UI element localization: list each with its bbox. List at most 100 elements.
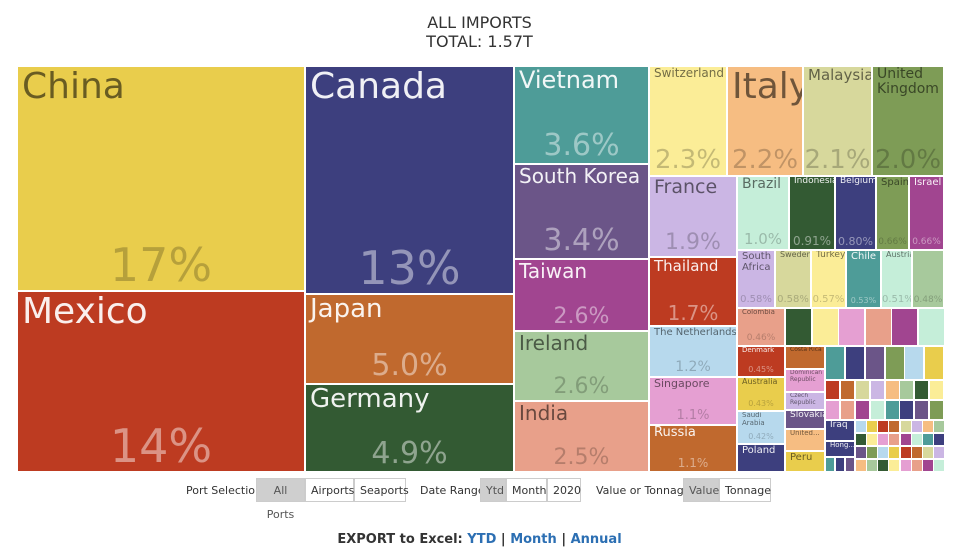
tile-other[interactable] <box>811 308 839 346</box>
tile-brazil[interactable]: Brazil 1.0% <box>737 176 789 250</box>
tile-other[interactable] <box>835 457 845 472</box>
tile-other[interactable] <box>839 400 855 420</box>
tile-other[interactable] <box>891 308 918 346</box>
tile-canada[interactable]: Canada 13% <box>305 66 514 294</box>
tile-other[interactable] <box>917 308 945 346</box>
airports-button[interactable]: Airports <box>305 478 354 502</box>
tile-thailand[interactable]: Thailand 1.7% <box>649 257 737 326</box>
tile-russia[interactable]: Russia 1.1% <box>649 425 737 472</box>
tile-denmark[interactable]: Denmark 0.45% <box>737 346 785 377</box>
tile-other[interactable] <box>854 400 870 420</box>
tile-mexico[interactable]: Mexico 14% <box>17 291 305 472</box>
tile-other[interactable] <box>932 433 945 446</box>
tile-other[interactable] <box>914 380 930 400</box>
tile-taiwan[interactable]: Taiwan 2.6% <box>514 259 649 331</box>
tile-other[interactable] <box>914 400 930 420</box>
tile-dominican-republic[interactable]: Dominican Republic <box>785 369 825 392</box>
tile-south-africa[interactable]: South Africa 0.58% <box>737 250 775 308</box>
tile-switzerland[interactable]: Switzerland 2.3% <box>649 66 727 176</box>
tile-other[interactable] <box>844 346 865 380</box>
tile-label: Vietnam <box>519 66 620 94</box>
tile-other[interactable] <box>932 446 945 459</box>
export-ytd-link[interactable]: YTD <box>467 532 497 547</box>
tile-colombia[interactable]: Colombia 0.46% <box>737 308 785 346</box>
tile-label: Saudi Arabia <box>742 411 765 427</box>
tile-belgium[interactable]: Belgium 0.80% <box>835 176 876 250</box>
tile-other[interactable] <box>785 308 812 346</box>
tile-indonesia[interactable]: Indonesia 0.91% <box>789 176 835 250</box>
tile-spain[interactable]: Spain 0.66% <box>876 176 909 250</box>
seaports-button[interactable]: Seaports <box>354 478 409 502</box>
tile-austria[interactable]: Austria 0.51% <box>881 250 912 308</box>
tile-other[interactable] <box>838 308 865 346</box>
tile-sweden[interactable]: Sweden 0.58% <box>775 250 811 308</box>
export-annual-link[interactable]: Annual <box>570 532 622 547</box>
tile-label: Iraq <box>830 420 848 430</box>
tile-japan[interactable]: Japan 5.0% <box>305 294 514 384</box>
tile-other[interactable] <box>884 380 900 400</box>
port-selection-label: Port Selection <box>186 484 262 497</box>
tile-vietnam[interactable]: Vietnam 3.6% <box>514 66 649 164</box>
tile-other[interactable] <box>825 346 845 380</box>
tile-israel[interactable]: Israel 0.66% <box>909 176 944 250</box>
tonnage-button[interactable]: Tonnage <box>719 478 771 502</box>
tile-poland[interactable]: Poland <box>737 444 785 472</box>
tile-other[interactable] <box>825 400 840 420</box>
tile-percent: 1.1% <box>677 456 709 470</box>
tile-other[interactable] <box>854 380 870 400</box>
export-separator: | <box>561 532 567 547</box>
tile-malaysia[interactable]: Malaysia 2.1% <box>803 66 872 176</box>
year-2020-button[interactable]: 2020 <box>547 478 581 502</box>
tile-saudi-arabia[interactable]: Saudi Arabia 0.42% <box>737 411 785 444</box>
tile-other[interactable] <box>899 400 915 420</box>
tile-other[interactable] <box>884 400 900 420</box>
tile-slovakia[interactable]: Slovakia <box>785 410 825 429</box>
export-bar: EXPORT to Excel: YTD | Month | Annual <box>0 532 959 547</box>
tile-india[interactable]: India 2.5% <box>514 401 649 472</box>
ytd-button[interactable]: Ytd <box>480 478 506 502</box>
tile-turkey[interactable]: Turkey 0.57% <box>811 250 846 308</box>
export-label: EXPORT to Excel: <box>337 532 463 547</box>
tile-ireland[interactable]: Ireland 2.6% <box>514 331 649 401</box>
tile-italy[interactable]: Italy 2.2% <box>727 66 803 176</box>
tile-czech-republic[interactable]: Czech Republic <box>785 392 825 410</box>
tile-other[interactable] <box>904 346 925 380</box>
tile-hong[interactable]: Hong... <box>825 441 855 457</box>
tile-other[interactable] <box>869 380 885 400</box>
tile-other[interactable] <box>899 380 915 400</box>
tile-peru[interactable]: Peru <box>785 451 825 472</box>
tile-other[interactable] <box>929 400 945 420</box>
tile-france[interactable]: France 1.9% <box>649 176 737 257</box>
export-month-link[interactable]: Month <box>510 532 557 547</box>
tile-the-netherlands[interactable]: The Netherlands 1.2% <box>649 326 737 377</box>
tile-other[interactable] <box>929 380 945 400</box>
tile-other[interactable] <box>864 308 892 346</box>
tile-other[interactable] <box>869 400 885 420</box>
month-button[interactable]: Month <box>506 478 547 502</box>
value-button[interactable]: Value <box>683 478 719 502</box>
tile-other[interactable] <box>924 346 945 380</box>
tile-other[interactable] <box>932 420 945 433</box>
tile-singapore[interactable]: Singapore 1.1% <box>649 377 737 425</box>
tile-percent: 1.9% <box>665 230 721 255</box>
tile-label: Russia <box>654 425 696 440</box>
all-ports-button[interactable]: All Ports <box>256 478 305 521</box>
tile-unlabeled-29[interactable]: 0.48% <box>912 250 944 308</box>
tile-other[interactable] <box>825 457 835 472</box>
tile-other[interactable] <box>884 346 905 380</box>
tile-other[interactable] <box>932 459 945 472</box>
tile-united-kingdom[interactable]: United Kingdom 2.0% <box>872 66 944 176</box>
tile-other[interactable] <box>845 457 855 472</box>
tile-china[interactable]: China 17% <box>17 66 305 291</box>
tile-chile[interactable]: Chile 0.53% <box>846 250 881 308</box>
tile-other[interactable] <box>864 346 885 380</box>
tile-costa-rica[interactable]: Costa Rica <box>785 346 825 369</box>
tile-united[interactable]: United... <box>785 429 825 451</box>
tile-other[interactable] <box>839 380 855 400</box>
tile-australia[interactable]: Australia 0.43% <box>737 377 785 411</box>
tile-label: Indonesia <box>794 176 835 186</box>
tile-other[interactable] <box>825 380 840 400</box>
tile-south-korea[interactable]: South Korea 3.4% <box>514 164 649 259</box>
tile-germany[interactable]: Germany 4.9% <box>305 384 514 472</box>
tile-iraq[interactable]: Iraq <box>825 420 855 441</box>
